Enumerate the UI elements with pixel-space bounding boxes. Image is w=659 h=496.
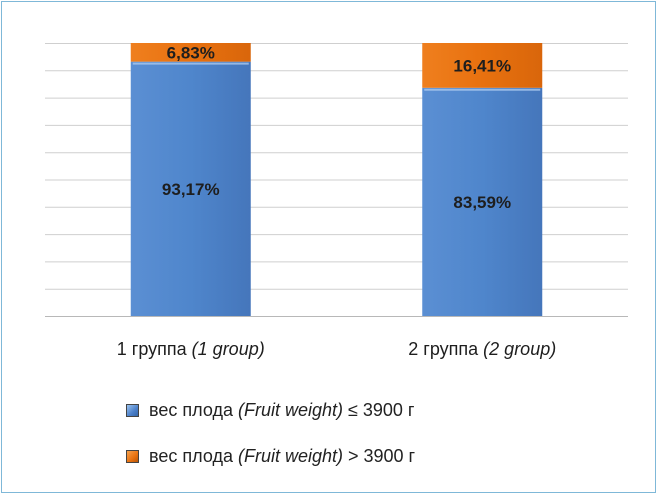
data-label: 93,17% — [162, 180, 220, 199]
bar-segment-light — [422, 87, 543, 316]
data-label: 16,41% — [453, 56, 511, 75]
legend-label-heavy: вес плода (Fruit weight) > 3900 г — [149, 445, 416, 466]
data-label: 6,83% — [167, 43, 215, 62]
legend-item-light: вес плода (Fruit weight) ≤ 3900 г — [126, 398, 415, 422]
legend-label-light: вес плода (Fruit weight) ≤ 3900 г — [149, 399, 415, 420]
legend-swatch-orange — [126, 449, 139, 463]
x-tick-label: 1 группа (1 group) — [117, 339, 265, 359]
legend: вес плода (Fruit weight) ≤ 3900 г вес пл… — [126, 398, 415, 490]
data-label: 83,59% — [453, 193, 511, 212]
x-tick-labels: 1 группа (1 group) 2 группа (2 group) — [117, 339, 556, 359]
bar-segment-heavy — [130, 43, 251, 62]
bar-segment-heavy — [422, 43, 543, 88]
bar-segment-light — [130, 61, 251, 316]
bars — [130, 43, 543, 316]
legend-item-heavy: вес плода (Fruit weight) > 3900 г — [126, 444, 415, 468]
data-labels: 93,17% 6,83% 83,59% 16,41% — [162, 43, 511, 212]
x-tick-label: 2 группа (2 group) — [408, 339, 556, 359]
legend-swatch-blue — [126, 403, 139, 417]
